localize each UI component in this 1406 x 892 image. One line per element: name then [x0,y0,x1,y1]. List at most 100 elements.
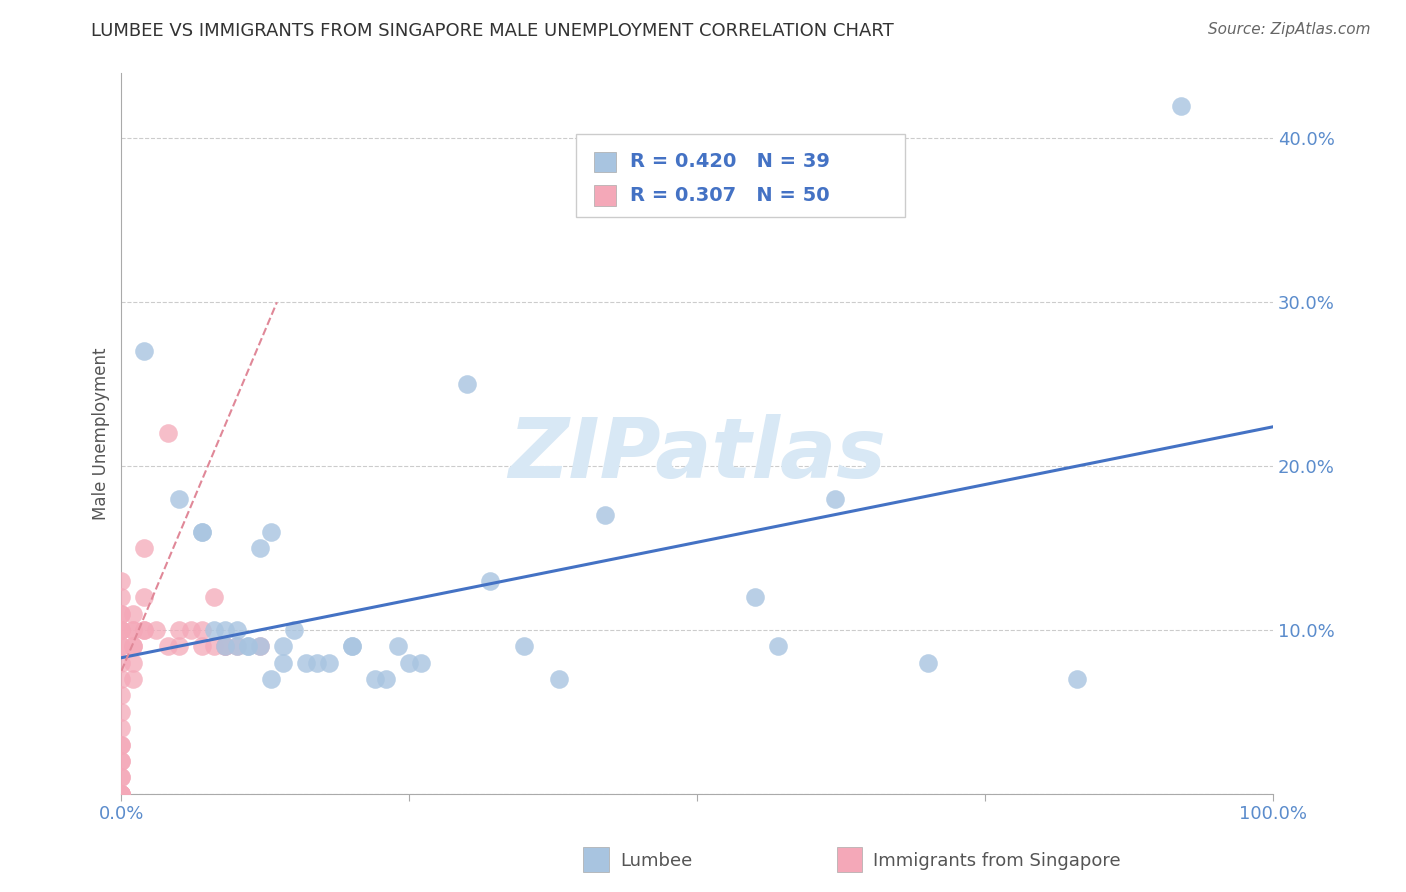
Point [191,640,214,654]
Point [167,623,190,637]
Point [110,770,132,784]
Point [122,656,145,670]
FancyBboxPatch shape [593,152,616,172]
Point [593,508,616,523]
Point [225,623,247,637]
Point [191,623,214,637]
Point [122,640,145,654]
Point [110,640,132,654]
Point [110,656,132,670]
Point [110,787,132,801]
Point [260,672,283,686]
Point [513,640,536,654]
Point [202,623,225,637]
Point [271,640,294,654]
Point [824,491,846,506]
FancyBboxPatch shape [593,186,616,205]
Point [340,640,363,654]
Point [167,640,190,654]
Point [110,787,132,801]
Point [110,770,132,784]
Point [318,656,340,670]
FancyBboxPatch shape [576,134,904,217]
Point [249,541,271,555]
Point [478,574,501,588]
Point [214,640,236,654]
Point [409,656,432,670]
Point [122,607,145,621]
Text: R = 0.307   N = 50: R = 0.307 N = 50 [630,186,830,205]
Point [110,672,132,686]
Point [283,623,305,637]
Point [110,623,132,637]
Point [134,344,156,359]
Point [167,491,190,506]
Point [744,590,766,604]
Point [110,738,132,752]
Point [294,656,316,670]
Point [110,787,132,801]
Point [398,656,420,670]
Point [191,524,214,539]
Point [110,623,132,637]
Text: Immigrants from Singapore: Immigrants from Singapore [873,852,1121,870]
Point [110,623,132,637]
Point [456,377,478,392]
Point [110,689,132,703]
Point [271,656,294,670]
Point [134,541,156,555]
Point [122,672,145,686]
Text: LUMBEE VS IMMIGRANTS FROM SINGAPORE MALE UNEMPLOYMENT CORRELATION CHART: LUMBEE VS IMMIGRANTS FROM SINGAPORE MALE… [91,22,894,40]
Point [110,787,132,801]
Point [225,640,247,654]
Point [375,672,398,686]
Point [122,623,145,637]
Point [110,590,132,604]
Point [225,640,247,654]
Point [202,640,225,654]
Point [156,426,179,441]
Point [134,623,156,637]
Point [917,656,939,670]
Point [548,672,571,686]
Point [134,590,156,604]
Point [249,640,271,654]
Y-axis label: Male Unemployment: Male Unemployment [93,347,110,519]
Point [110,787,132,801]
Point [214,623,236,637]
Point [387,640,409,654]
Point [110,721,132,735]
Point [249,640,271,654]
Point [110,574,132,588]
Point [364,672,387,686]
Point [110,754,132,768]
Point [1066,672,1088,686]
Point [236,640,259,654]
Point [214,640,236,654]
Point [340,640,363,654]
Text: R = 0.420   N = 39: R = 0.420 N = 39 [630,153,830,171]
Point [110,705,132,719]
Text: ZIPatlas: ZIPatlas [509,415,886,495]
Point [1170,99,1192,113]
Point [307,656,329,670]
Point [110,738,132,752]
Point [110,754,132,768]
Text: Lumbee: Lumbee [620,852,692,870]
Point [122,640,145,654]
Point [134,623,156,637]
Point [260,524,283,539]
Point [214,640,236,654]
Point [180,623,202,637]
Point [236,640,259,654]
Point [156,640,179,654]
Point [202,590,225,604]
Point [110,607,132,621]
Text: Source: ZipAtlas.com: Source: ZipAtlas.com [1208,22,1371,37]
Point [766,640,789,654]
Point [110,607,132,621]
Point [110,640,132,654]
Point [191,524,214,539]
Point [122,623,145,637]
Point [145,623,167,637]
